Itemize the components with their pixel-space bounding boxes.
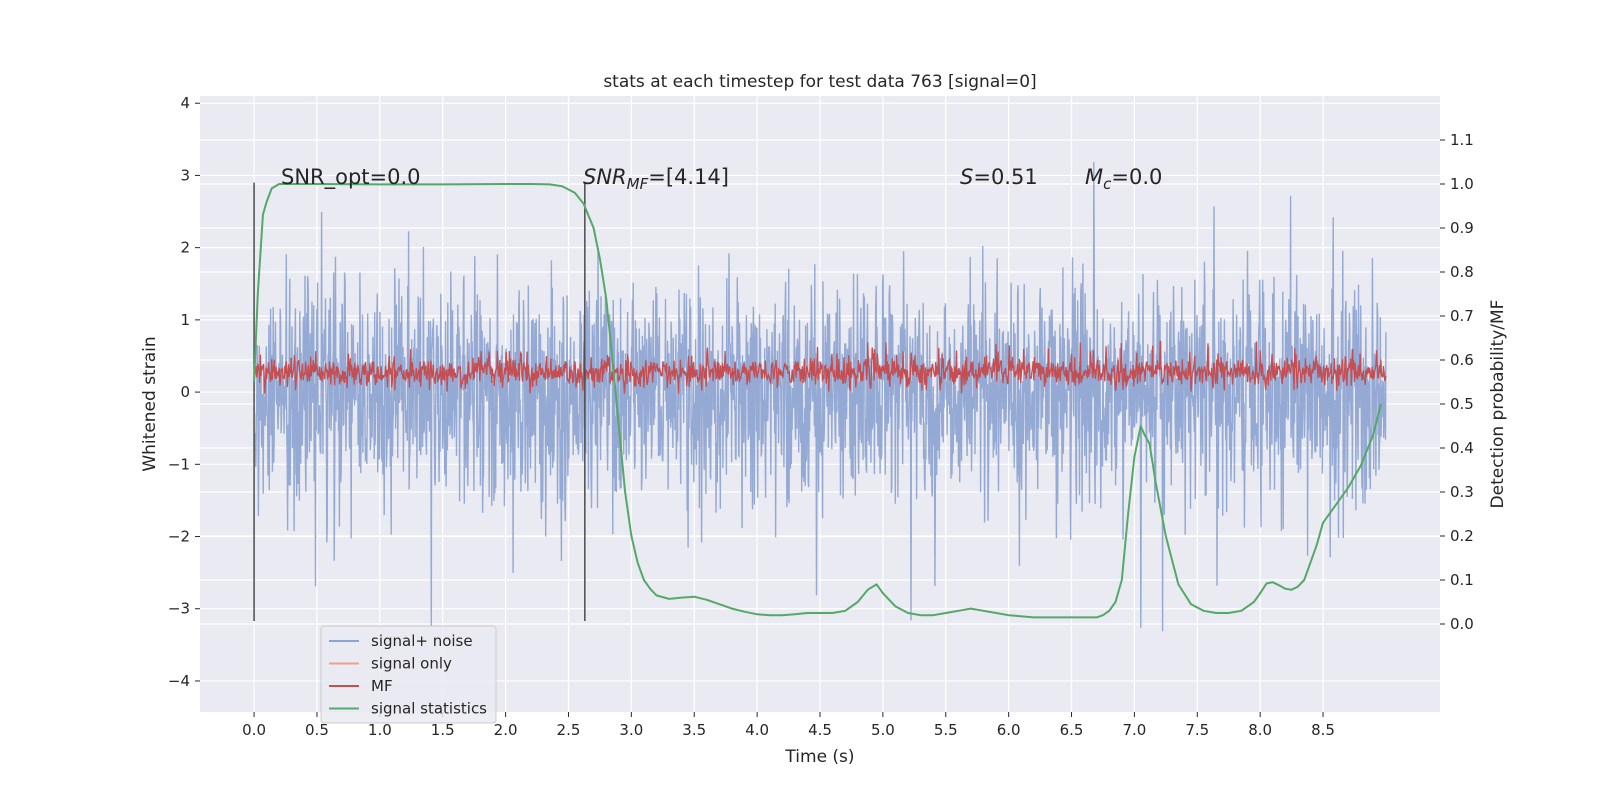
series-signal-plus-noise: [253, 162, 1387, 632]
x-tick-label: 6.0: [997, 721, 1021, 739]
annotation-snr-mf: SNRMF=[4.14]: [583, 165, 729, 193]
x-tick-label: 5.0: [871, 721, 895, 739]
tick-labels: 0.0 0.5 1.0 1.5 2.0 2.5 3.0 3.5 4.0 4.5 5.0 5.5 6.0 6…: [168, 94, 1474, 739]
annotation-mc-sub: c: [1103, 175, 1112, 193]
series-signal-statistics: [253, 183, 1382, 619]
x-tick-label: 1.5: [431, 721, 455, 739]
y-tick-label-left: 0: [180, 383, 190, 401]
y-tick-label-right: 0.8: [1450, 263, 1474, 281]
y-tick-label-left: 3: [180, 166, 190, 184]
annotation-s-value: =0.51: [973, 165, 1037, 189]
legend-box: [320, 625, 497, 724]
legend: signal+ noise signal only MF signal statist…: [320, 625, 497, 724]
series-mf: [253, 340, 1387, 394]
legend-label: signal statistics: [371, 700, 487, 718]
y-axis-label-left: Whitened strain: [140, 336, 160, 471]
y-tick-label-left: 2: [180, 239, 190, 257]
x-tick-label: 2.5: [557, 721, 581, 739]
annotation-mc-value: =0.0: [1111, 165, 1162, 189]
x-tick-label: 8.0: [1248, 721, 1272, 739]
vertical-lines: [253, 182, 586, 622]
x-tick-label: 1.0: [368, 721, 392, 739]
y-tick-label-right: 0.2: [1450, 527, 1474, 545]
y-tick-label-right: 0.5: [1450, 395, 1474, 413]
x-tick-label: 7.0: [1122, 721, 1146, 739]
y-tick-label-left: −3: [168, 600, 190, 618]
signal-plus-noise-line: [253, 162, 1387, 632]
annotation-snr-opt: SNR_opt=0.0: [281, 165, 421, 190]
x-tick-label: 3.0: [619, 721, 643, 739]
x-tick-label: 4.5: [808, 721, 832, 739]
annotation-snr-mf-value: =[4.14]: [648, 165, 729, 189]
annotation-snr-mf-base: SNR: [583, 165, 627, 189]
y-tick-label-right: 1.1: [1450, 131, 1474, 149]
annotation-s-symbol: S: [960, 165, 973, 189]
y-tick-label-left: 4: [180, 94, 190, 112]
annotation-snr-mf-sub: MF: [627, 175, 649, 193]
annotation-s: S=0.51: [960, 165, 1038, 189]
y-tick-label-right: 0.7: [1450, 307, 1474, 325]
x-tick-label: 4.0: [745, 721, 769, 739]
y-tick-label-right: 0.0: [1450, 615, 1474, 633]
y-tick-label-right: 0.1: [1450, 571, 1474, 589]
annotation-mc: Mc=0.0: [1085, 165, 1162, 193]
y-tick-label-left: −2: [168, 528, 190, 546]
y-tick-label-right: 1.0: [1450, 175, 1474, 193]
x-tick-label: 6.5: [1060, 721, 1084, 739]
x-tick-label: 5.5: [934, 721, 958, 739]
legend-label: signal+ noise: [371, 632, 473, 650]
y-tick-label-right: 0.3: [1450, 483, 1474, 501]
x-tick-label: 8.5: [1311, 721, 1335, 739]
legend-label: signal only: [371, 655, 452, 673]
x-tick-label: 2.0: [494, 721, 518, 739]
signal-statistics-line: [253, 183, 1382, 619]
x-tick-label: 7.5: [1185, 721, 1209, 739]
y-tick-label-left: −4: [168, 672, 190, 690]
chart-title: stats at each timestep for test data 763…: [603, 72, 1036, 92]
y-tick-label-left: −1: [168, 455, 190, 473]
y-tick-label-left: 1: [180, 311, 190, 329]
x-tick-label: 3.5: [682, 721, 706, 739]
y-tick-label-right: 0.9: [1450, 219, 1474, 237]
y-tick-label-right: 0.4: [1450, 439, 1474, 457]
x-axis-label: Time (s): [784, 747, 854, 767]
mf-line: [253, 340, 1387, 394]
y-axis-label-right: Detection probability/MF: [1488, 300, 1508, 509]
y-tick-label-right: 0.6: [1450, 351, 1474, 369]
x-tick-label: 0.5: [305, 721, 329, 739]
x-tick-label: 0.0: [242, 721, 266, 739]
annotation-mc-symbol: M: [1085, 165, 1103, 189]
legend-label: MF: [371, 677, 393, 695]
